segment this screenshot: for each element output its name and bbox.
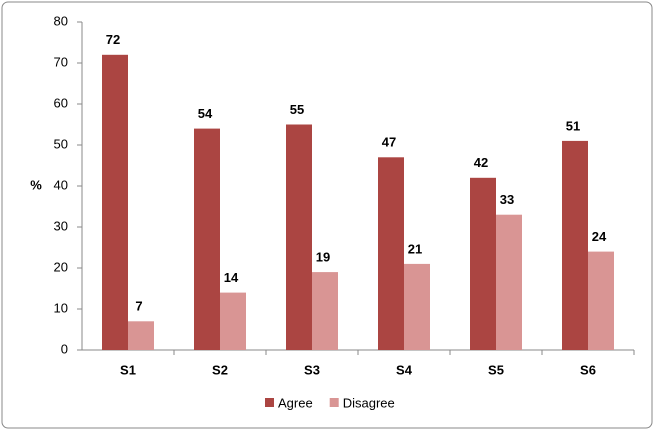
- y-tick-label: 20: [54, 259, 68, 274]
- legend-swatch: [265, 398, 274, 407]
- data-label: 47: [382, 135, 396, 150]
- y-tick-label: 60: [54, 95, 68, 110]
- bar: [194, 128, 220, 350]
- y-axis-label: %: [30, 177, 42, 192]
- x-tick-label: S5: [488, 362, 504, 377]
- data-label: 54: [198, 106, 213, 121]
- bar: [128, 321, 154, 350]
- data-label: 55: [290, 102, 304, 117]
- y-tick-label: 70: [54, 54, 68, 69]
- y-tick-label: 80: [54, 13, 68, 28]
- y-tick-label: 0: [61, 341, 68, 356]
- legend-label: Agree: [278, 395, 313, 410]
- data-label: 7: [135, 299, 142, 314]
- x-tick-label: S6: [580, 362, 596, 377]
- y-tick-label: 10: [54, 300, 68, 315]
- bar: [102, 54, 128, 351]
- bar: [562, 140, 588, 350]
- bar: [588, 251, 614, 350]
- x-tick-label: S4: [396, 362, 413, 377]
- x-tick-label: S1: [120, 362, 136, 377]
- data-label: 24: [592, 229, 607, 244]
- data-label: 51: [566, 118, 580, 133]
- y-tick-label: 40: [54, 177, 68, 192]
- y-tick-label: 30: [54, 218, 68, 233]
- x-tick-label: S2: [212, 362, 228, 377]
- data-label: 33: [500, 192, 514, 207]
- data-label: 42: [474, 155, 488, 170]
- data-label: 19: [316, 250, 330, 265]
- bar: [404, 263, 430, 350]
- bar: [286, 124, 312, 350]
- data-label: 14: [224, 270, 239, 285]
- bar: [378, 157, 404, 350]
- data-label: 21: [408, 241, 422, 256]
- bar: [312, 272, 338, 350]
- legend-label: Disagree: [343, 395, 395, 410]
- data-label: 72: [106, 32, 120, 47]
- bar: [470, 177, 496, 350]
- bar: [220, 292, 246, 350]
- bar: [496, 214, 522, 350]
- x-tick-label: S3: [304, 362, 320, 377]
- y-tick-label: 50: [54, 136, 68, 151]
- legend-swatch: [329, 398, 339, 407]
